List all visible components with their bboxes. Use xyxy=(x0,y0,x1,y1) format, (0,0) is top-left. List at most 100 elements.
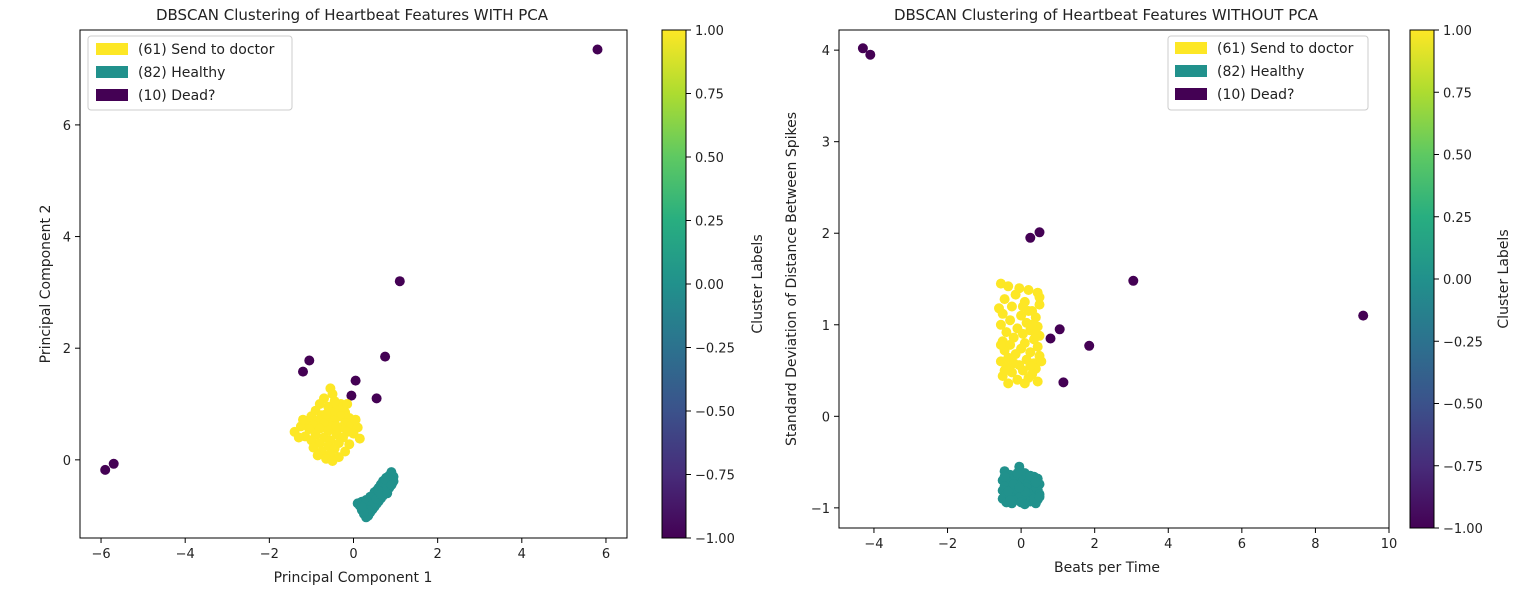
left-colorbar-tick-label: −0.25 xyxy=(695,342,735,357)
right-legend: (61) Send to doctor (82) Healthy (10) De… xyxy=(1167,35,1369,111)
left-colorbar-tick-label: 0.50 xyxy=(695,151,724,166)
right-point xyxy=(1014,283,1025,294)
right-x-ticks: −4 −2 0 2 4 6 8 10 xyxy=(864,528,1397,552)
left-colorbar: 1.00 0.75 0.50 0.25 0.00 −0.25 −0.50 −0.75 −1.00… xyxy=(661,24,766,547)
right-legend-box xyxy=(1167,35,1369,111)
right-point xyxy=(1032,376,1043,387)
right-point xyxy=(1014,482,1025,493)
left-colorbar-tick-label: 0.75 xyxy=(695,88,724,103)
right-colorbar-label: Cluster Labels xyxy=(1496,229,1512,328)
right-point xyxy=(1008,358,1019,369)
right-point xyxy=(1034,491,1045,502)
left-colorbar-tick-label: 0.00 xyxy=(695,278,724,293)
right-colorbar-tick-label: −0.75 xyxy=(1443,460,1483,475)
right-point xyxy=(1019,378,1030,389)
right-point xyxy=(999,294,1010,305)
left-chart: DBSCAN Clustering of Heartbeat Features … xyxy=(38,6,766,586)
left-point xyxy=(356,501,367,512)
left-point xyxy=(394,276,405,287)
right-point xyxy=(1128,275,1139,286)
right-point xyxy=(1358,310,1369,321)
left-point xyxy=(321,409,332,420)
right-point xyxy=(1006,301,1017,312)
right-point xyxy=(1027,319,1038,330)
right-point xyxy=(1030,312,1041,323)
right-point xyxy=(1034,227,1045,238)
right-points xyxy=(857,43,1369,510)
left-point xyxy=(329,396,340,407)
right-point xyxy=(1005,315,1016,326)
right-point xyxy=(1017,365,1028,376)
left-y-ticks: 0 2 4 6 xyxy=(63,119,80,469)
right-y-tick-label: 4 xyxy=(822,44,830,59)
right-point xyxy=(1025,232,1036,243)
right-legend-label-dead: (10) Dead? xyxy=(1217,87,1294,103)
right-x-axis-label: Beats per Time xyxy=(1054,560,1160,576)
right-x-tick-label: −4 xyxy=(864,537,883,552)
right-point xyxy=(1001,327,1012,338)
left-point xyxy=(331,421,342,432)
right-x-tick-label: 8 xyxy=(1311,537,1319,552)
left-x-ticks: −6 −4 −2 0 2 4 6 xyxy=(91,538,610,562)
left-legend-label-dead: (10) Dead? xyxy=(138,88,215,104)
right-point xyxy=(1003,486,1014,497)
right-colorbar-tick-label: 0.00 xyxy=(1443,273,1472,288)
right-point xyxy=(1034,299,1045,310)
right-point xyxy=(994,303,1004,314)
right-chart: DBSCAN Clustering of Heartbeat Features … xyxy=(784,6,1512,576)
right-y-tick-label: −1 xyxy=(811,502,830,517)
left-legend-swatch-send xyxy=(96,43,128,55)
left-point xyxy=(304,355,315,366)
right-point xyxy=(1003,378,1014,389)
right-colorbar: 1.00 0.75 0.50 0.25 0.00 −0.25 −0.50 −0.75 −1.00… xyxy=(1409,24,1512,537)
right-point xyxy=(1012,468,1023,479)
left-y-tick-label: 0 xyxy=(63,454,71,469)
right-point xyxy=(1003,281,1014,292)
right-colorbar-tick-label: −0.25 xyxy=(1443,335,1483,350)
left-point xyxy=(592,44,603,55)
left-point xyxy=(108,458,119,469)
right-point xyxy=(1045,333,1056,344)
left-colorbar-tick-label: −0.75 xyxy=(695,469,735,484)
left-colorbar-tick-label: −1.00 xyxy=(695,532,735,547)
right-legend-swatch-dead xyxy=(1175,88,1207,100)
right-point xyxy=(1084,340,1095,351)
left-legend-label-healthy: (82) Healthy xyxy=(138,65,225,81)
right-point xyxy=(1005,495,1016,506)
left-x-tick-label: 0 xyxy=(349,547,357,562)
left-x-tick-label: −6 xyxy=(91,547,110,562)
right-point xyxy=(999,365,1010,376)
left-x-tick-label: −4 xyxy=(176,547,195,562)
right-point xyxy=(1010,349,1021,360)
right-y-tick-label: 2 xyxy=(822,227,830,242)
right-point xyxy=(1058,377,1069,388)
right-colorbar-ticks: 1.00 0.75 0.50 0.25 0.00 −0.25 −0.50 −0.75 −1.00 xyxy=(1434,24,1483,537)
right-point xyxy=(999,471,1010,482)
right-point xyxy=(1012,374,1023,385)
left-points xyxy=(100,44,603,523)
right-point xyxy=(1034,292,1045,303)
right-x-tick-label: −2 xyxy=(938,537,957,552)
right-x-tick-label: 0 xyxy=(1017,537,1025,552)
right-point xyxy=(1017,301,1028,312)
left-colorbar-tick-label: 0.25 xyxy=(695,215,724,230)
left-point xyxy=(350,375,361,386)
right-point xyxy=(1016,310,1027,321)
right-y-axis-label: Standard Deviation of Distance Between S… xyxy=(784,112,800,446)
right-colorbar-tick-label: −1.00 xyxy=(1443,522,1483,537)
left-point xyxy=(354,433,365,444)
right-y-tick-label: 3 xyxy=(822,136,830,151)
right-point xyxy=(1017,328,1028,339)
left-point xyxy=(342,399,353,409)
left-chart-title: DBSCAN Clustering of Heartbeat Features … xyxy=(156,6,549,24)
right-point xyxy=(1030,328,1041,339)
right-point xyxy=(1023,285,1034,295)
right-chart-title: DBSCAN Clustering of Heartbeat Features … xyxy=(894,6,1319,24)
left-point xyxy=(371,393,382,404)
left-point xyxy=(298,366,308,377)
left-y-axis-label: Principal Component 2 xyxy=(38,205,54,364)
right-colorbar-tick-label: 0.25 xyxy=(1443,211,1472,226)
left-colorbar-ticks: 1.00 0.75 0.50 0.25 0.00 −0.25 −0.50 −0.75 −1.00 xyxy=(686,24,735,547)
left-point xyxy=(346,390,357,401)
